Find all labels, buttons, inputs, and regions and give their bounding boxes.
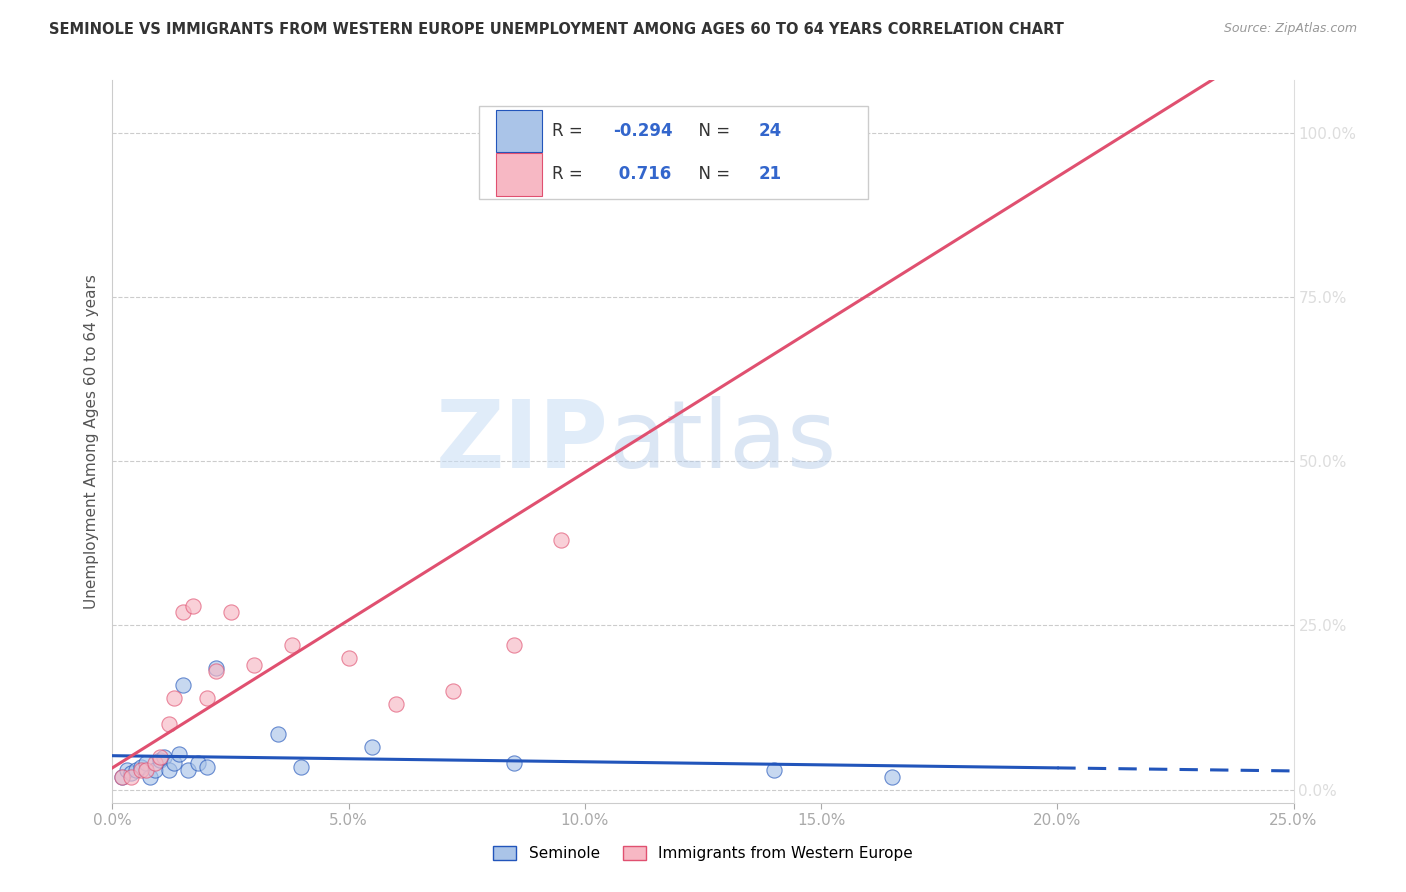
Point [205,665,228,679]
Text: 24: 24 [758,122,782,140]
Text: 21: 21 [758,165,782,183]
Point [157,717,180,731]
Point [281,638,304,652]
Text: N =: N = [688,122,735,140]
Point [195,690,218,705]
Point [143,756,166,771]
Legend: Seminole, Immigrants from Western Europe: Seminole, Immigrants from Western Europe [488,840,918,867]
Point [115,763,138,777]
Point [219,605,242,619]
Point [157,763,180,777]
Text: atlas: atlas [609,395,837,488]
Point [135,763,157,777]
Point [267,727,290,741]
Point [195,760,218,774]
Point [834,126,856,140]
Text: ZIP: ZIP [436,395,609,488]
Point [243,657,266,672]
Text: R =: R = [551,165,588,183]
Point [762,763,785,777]
Text: -0.294: -0.294 [613,122,673,140]
Point [205,661,228,675]
Point [153,749,176,764]
Point [139,770,162,784]
Text: R =: R = [551,122,588,140]
Point [111,770,134,784]
Point [181,599,204,613]
Point [361,739,384,754]
Text: 0.716: 0.716 [613,165,672,183]
Y-axis label: Unemployment Among Ages 60 to 64 years: Unemployment Among Ages 60 to 64 years [83,274,98,609]
Point [186,756,208,771]
Point [172,605,194,619]
FancyBboxPatch shape [478,105,869,200]
Point [163,690,186,705]
Point [290,760,312,774]
Point [550,533,572,547]
Text: Source: ZipAtlas.com: Source: ZipAtlas.com [1223,22,1357,36]
Point [125,763,148,777]
Point [385,698,408,712]
Point [120,766,142,780]
Point [167,747,190,761]
Point [129,763,152,777]
Point [172,677,194,691]
Point [120,770,142,784]
Text: SEMINOLE VS IMMIGRANTS FROM WESTERN EUROPE UNEMPLOYMENT AMONG AGES 60 TO 64 YEAR: SEMINOLE VS IMMIGRANTS FROM WESTERN EURO… [49,22,1064,37]
Text: N =: N = [688,165,735,183]
Point [337,651,360,665]
Point [149,753,172,767]
Point [143,763,166,777]
Point [503,756,526,771]
Point [149,749,172,764]
Point [135,756,157,771]
Point [111,770,134,784]
Point [880,770,903,784]
FancyBboxPatch shape [496,110,543,153]
FancyBboxPatch shape [496,153,543,195]
Point [177,763,200,777]
Point [503,638,526,652]
Point [441,684,464,698]
Point [129,760,152,774]
Point [163,756,186,771]
